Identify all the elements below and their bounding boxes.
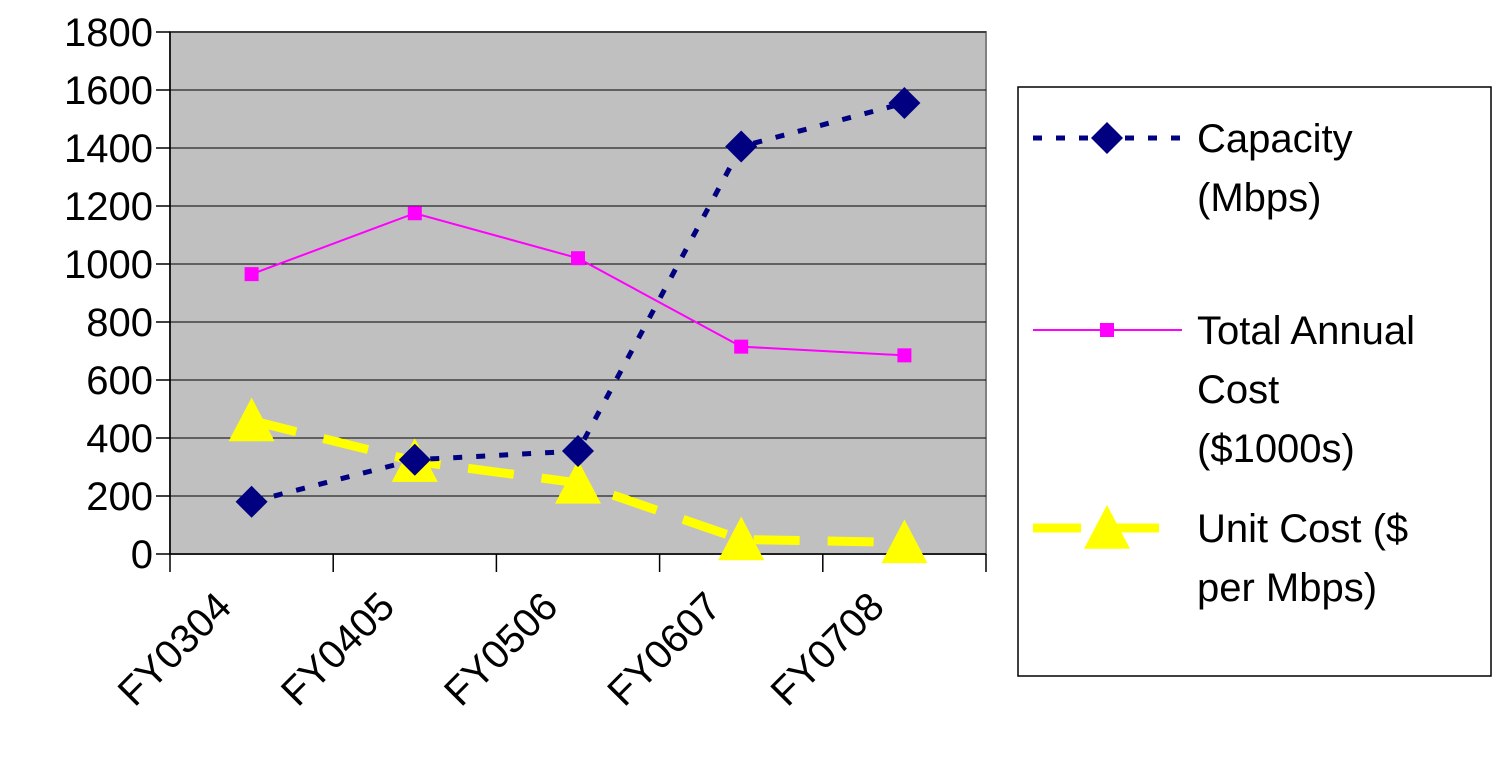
x-tick-label: FY0304 bbox=[110, 584, 240, 714]
x-tick-label: FY0708 bbox=[763, 584, 893, 714]
legend-label: (Mbps) bbox=[1197, 176, 1321, 220]
legend-label: per Mbps) bbox=[1197, 566, 1377, 610]
data-point-square bbox=[245, 267, 259, 281]
data-point-square bbox=[734, 340, 748, 354]
x-tick-label: FY0506 bbox=[436, 584, 566, 714]
legend-label: Unit Cost ($ bbox=[1197, 507, 1408, 551]
y-tick-label: 200 bbox=[86, 475, 153, 519]
data-point-square bbox=[897, 348, 911, 362]
y-tick-label: 1400 bbox=[64, 127, 153, 171]
x-tick-label: FY0607 bbox=[599, 584, 729, 714]
legend-label: Capacity bbox=[1197, 117, 1353, 161]
y-tick-label: 1600 bbox=[64, 69, 153, 113]
data-point-square bbox=[408, 206, 422, 220]
y-tick-label: 1000 bbox=[64, 243, 153, 287]
legend-marker-square bbox=[1100, 323, 1114, 337]
y-tick-label: 600 bbox=[86, 359, 153, 403]
legend-label: Total Annual bbox=[1197, 309, 1415, 353]
y-tick-label: 800 bbox=[86, 301, 153, 345]
legend-label: ($1000s) bbox=[1197, 427, 1355, 471]
data-point-square bbox=[571, 251, 585, 265]
legend: Capacity (Mbps) Total Annual Cost ($1000s) Un… bbox=[1018, 87, 1491, 676]
y-tick-label: 0 bbox=[131, 533, 153, 577]
x-tick-label: FY0405 bbox=[273, 584, 403, 714]
y-tick-label: 1200 bbox=[64, 185, 153, 229]
y-tick-label: 1800 bbox=[64, 11, 153, 55]
legend-label: Cost bbox=[1197, 368, 1279, 412]
y-tick-label: 400 bbox=[86, 417, 153, 461]
